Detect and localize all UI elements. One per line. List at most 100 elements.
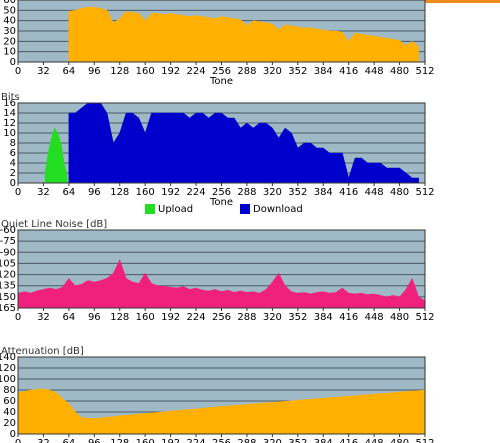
x-tick-label: 256 <box>212 312 231 323</box>
x-tick-label: 32 <box>37 187 50 198</box>
x-tick-label: 512 <box>415 187 434 198</box>
x-tick-label: 320 <box>263 312 282 323</box>
x-tick-label: 448 <box>365 438 384 443</box>
y-tick-label: 30 <box>3 26 16 37</box>
x-tick-label: 224 <box>187 187 206 198</box>
x-tick-label: 0 <box>15 187 21 198</box>
x-tick-label: 416 <box>339 66 358 77</box>
x-tick-label: 224 <box>187 312 206 323</box>
y-tick-label: 0 <box>10 178 16 189</box>
x-tick-label: 128 <box>110 312 129 323</box>
x-tick-label: 352 <box>288 312 307 323</box>
x-axis-label: Tone <box>209 197 233 208</box>
area <box>68 6 419 63</box>
y-tick-label: 14 <box>3 108 16 119</box>
x-tick-label: 352 <box>288 187 307 198</box>
chart-title: Bits <box>1 92 20 103</box>
x-tick-label: 192 <box>161 187 180 198</box>
x-tick-label: 320 <box>263 66 282 77</box>
y-tick-label: 60 <box>3 396 16 407</box>
x-tick-label: 512 <box>415 66 434 77</box>
x-tick-label: 480 <box>390 312 409 323</box>
x-tick-label: 480 <box>390 187 409 198</box>
y-tick-label: -135 <box>0 281 16 292</box>
x-tick-label: 384 <box>314 66 333 77</box>
x-tick-label: 192 <box>161 438 180 443</box>
x-tick-label: 256 <box>212 438 231 443</box>
x-tick-label: 96 <box>88 66 101 77</box>
x-tick-label: 64 <box>63 66 76 77</box>
y-tick-label: 12 <box>3 118 16 129</box>
y-tick-label: -75 <box>0 236 16 247</box>
y-tick-label: 60 <box>3 0 16 6</box>
x-tick-label: 320 <box>263 438 282 443</box>
x-tick-label: 384 <box>314 438 333 443</box>
x-tick-label: 256 <box>212 187 231 198</box>
x-tick-label: 128 <box>110 438 129 443</box>
y-tick-label: -105 <box>0 258 16 269</box>
x-tick-label: 64 <box>63 187 76 198</box>
x-tick-label: 352 <box>288 438 307 443</box>
y-tick-label: 100 <box>0 374 16 385</box>
x-tick-label: 416 <box>339 187 358 198</box>
y-tick-label: 120 <box>0 363 16 374</box>
x-axis-label: Tone <box>209 76 233 87</box>
y-tick-label: -60 <box>0 225 16 236</box>
y-tick-label: 6 <box>10 148 16 159</box>
x-tick-label: 160 <box>136 187 155 198</box>
y-tick-label: 0 <box>10 57 16 68</box>
x-tick-label: 96 <box>88 187 101 198</box>
x-tick-label: 96 <box>88 312 101 323</box>
area <box>17 388 426 435</box>
legend-swatch <box>145 204 155 214</box>
y-tick-label: 10 <box>3 128 16 139</box>
x-tick-label: 416 <box>339 312 358 323</box>
accent-bar <box>425 0 500 3</box>
y-tick-label: 20 <box>3 36 16 47</box>
x-tick-label: 448 <box>365 312 384 323</box>
y-tick-label: -165 <box>0 303 16 314</box>
y-tick-label: 10 <box>3 47 16 58</box>
chart-title: Attenuation [dB] <box>1 346 84 357</box>
x-tick-label: 288 <box>237 187 256 198</box>
x-tick-label: 320 <box>263 187 282 198</box>
x-tick-label: 192 <box>161 66 180 77</box>
y-tick-label: 40 <box>3 16 16 27</box>
area <box>44 127 68 184</box>
area <box>68 102 419 184</box>
y-tick-label: 4 <box>10 158 16 169</box>
y-tick-label: -90 <box>0 247 16 258</box>
x-tick-label: 512 <box>415 438 434 443</box>
y-tick-label: 80 <box>3 385 16 396</box>
x-tick-label: 288 <box>237 66 256 77</box>
x-tick-label: 288 <box>237 438 256 443</box>
x-tick-label: 256 <box>212 66 231 77</box>
x-tick-label: 384 <box>314 312 333 323</box>
x-tick-label: 224 <box>187 438 206 443</box>
x-tick-label: 384 <box>314 187 333 198</box>
x-tick-label: 224 <box>187 66 206 77</box>
x-tick-label: 160 <box>136 438 155 443</box>
x-tick-label: 352 <box>288 66 307 77</box>
x-tick-label: 192 <box>161 312 180 323</box>
y-tick-label: 0 <box>10 429 16 440</box>
x-tick-label: 448 <box>365 66 384 77</box>
x-tick-label: 160 <box>136 66 155 77</box>
x-tick-label: 64 <box>63 312 76 323</box>
y-tick-label: -150 <box>0 292 16 303</box>
area <box>17 259 426 309</box>
x-tick-label: 32 <box>37 312 50 323</box>
x-tick-label: 160 <box>136 312 155 323</box>
y-tick-label: -120 <box>0 270 16 281</box>
legend-swatch <box>240 204 250 214</box>
chart-title: Quiet Line Noise [dB] <box>1 219 107 230</box>
x-tick-label: 480 <box>390 438 409 443</box>
x-tick-label: 448 <box>365 187 384 198</box>
y-tick-label: 40 <box>3 407 16 418</box>
x-tick-label: 512 <box>415 312 434 323</box>
x-tick-label: 288 <box>237 312 256 323</box>
x-tick-label: 128 <box>110 187 129 198</box>
x-tick-label: 0 <box>15 438 21 443</box>
x-tick-label: 0 <box>15 312 21 323</box>
y-tick-label: 16 <box>3 98 16 109</box>
